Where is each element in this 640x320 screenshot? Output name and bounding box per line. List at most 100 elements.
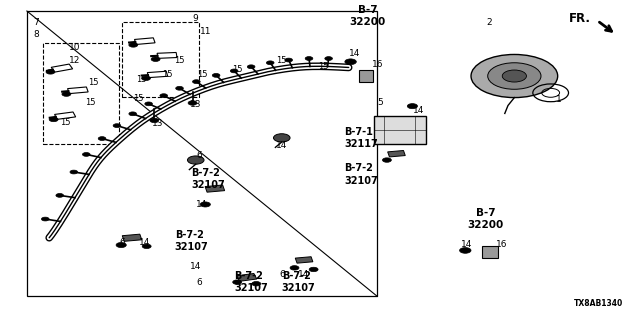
Circle shape <box>200 202 211 207</box>
Bar <box>122 22 199 97</box>
Bar <box>147 71 168 78</box>
Text: B-7-2
32107: B-7-2 32107 <box>344 163 378 186</box>
Circle shape <box>233 280 242 284</box>
Text: 15: 15 <box>232 65 243 74</box>
Circle shape <box>176 86 183 90</box>
Bar <box>68 87 88 94</box>
Text: 15: 15 <box>162 70 172 79</box>
Circle shape <box>309 267 318 272</box>
Circle shape <box>247 65 255 69</box>
Bar <box>27 11 378 296</box>
Text: 13: 13 <box>190 100 202 109</box>
Text: 14: 14 <box>413 107 424 116</box>
Circle shape <box>42 217 49 221</box>
Text: 11: 11 <box>200 27 211 36</box>
Text: 14: 14 <box>461 240 472 249</box>
Text: 15: 15 <box>85 99 96 108</box>
Bar <box>54 112 76 119</box>
Circle shape <box>188 101 197 105</box>
Text: B-7-2
32107: B-7-2 32107 <box>175 230 209 252</box>
Circle shape <box>83 153 90 156</box>
Circle shape <box>98 137 106 140</box>
Text: 6: 6 <box>120 238 125 247</box>
Bar <box>295 257 313 263</box>
Text: FR.: FR. <box>569 12 591 26</box>
Text: 13: 13 <box>152 119 163 128</box>
Text: 1: 1 <box>556 95 562 104</box>
Text: 14: 14 <box>190 262 202 271</box>
Circle shape <box>502 70 527 82</box>
Circle shape <box>70 170 77 174</box>
Bar <box>122 234 142 241</box>
Text: B-7
32200: B-7 32200 <box>468 208 504 230</box>
Bar <box>359 70 373 82</box>
Circle shape <box>113 124 121 128</box>
Circle shape <box>252 282 260 286</box>
Circle shape <box>160 94 168 98</box>
Circle shape <box>305 57 313 60</box>
Bar <box>388 150 405 157</box>
Text: 9: 9 <box>193 14 198 23</box>
Text: B-7-2
32107: B-7-2 32107 <box>234 271 268 293</box>
Circle shape <box>193 80 200 84</box>
Circle shape <box>212 74 220 77</box>
Text: 2: 2 <box>486 18 492 27</box>
Circle shape <box>150 118 159 123</box>
Circle shape <box>56 194 63 197</box>
Bar <box>51 64 73 72</box>
Text: B-7-1
32117: B-7-1 32117 <box>344 127 378 149</box>
Text: 7: 7 <box>33 18 39 27</box>
Text: 12: 12 <box>69 56 81 65</box>
Bar <box>157 52 177 58</box>
Text: 6: 6 <box>279 270 285 279</box>
Text: TX8AB1340: TX8AB1340 <box>573 299 623 308</box>
Text: 15: 15 <box>136 75 147 84</box>
Circle shape <box>488 63 541 89</box>
Bar <box>374 116 426 144</box>
Circle shape <box>151 57 160 61</box>
Circle shape <box>62 92 71 96</box>
Circle shape <box>188 156 204 164</box>
Text: 10: 10 <box>69 43 81 52</box>
Text: 14: 14 <box>349 49 361 58</box>
Circle shape <box>266 61 274 65</box>
Circle shape <box>116 243 126 248</box>
Text: 15: 15 <box>60 117 70 126</box>
Circle shape <box>471 54 557 98</box>
Bar <box>43 43 119 144</box>
Circle shape <box>49 117 58 122</box>
Text: 15: 15 <box>175 56 185 65</box>
Circle shape <box>129 112 136 116</box>
Circle shape <box>290 266 299 270</box>
Text: 6: 6 <box>196 278 202 287</box>
Text: 14: 14 <box>276 141 287 150</box>
Circle shape <box>285 58 292 62</box>
Text: 8: 8 <box>33 30 39 39</box>
Text: 16: 16 <box>372 60 383 69</box>
Text: 14: 14 <box>196 200 208 209</box>
Circle shape <box>273 134 290 142</box>
Circle shape <box>141 76 150 80</box>
Circle shape <box>383 158 392 162</box>
Bar <box>483 246 498 258</box>
Circle shape <box>145 102 152 106</box>
Text: 15: 15 <box>318 62 328 71</box>
Circle shape <box>345 59 356 65</box>
Text: B-7-2
32107: B-7-2 32107 <box>282 271 316 293</box>
Bar <box>134 38 155 44</box>
Text: B-7-2
32107: B-7-2 32107 <box>191 168 225 190</box>
Text: 15: 15 <box>276 56 287 65</box>
Circle shape <box>230 69 238 73</box>
Text: 15: 15 <box>197 70 207 79</box>
Text: 5: 5 <box>378 99 383 108</box>
Text: 14: 14 <box>139 238 150 247</box>
Text: 15: 15 <box>88 78 99 87</box>
Bar <box>237 274 257 281</box>
Circle shape <box>460 248 471 253</box>
Text: 15: 15 <box>133 94 143 103</box>
Text: B-7
32200: B-7 32200 <box>349 4 386 27</box>
Circle shape <box>46 70 55 74</box>
Circle shape <box>129 43 138 47</box>
Bar <box>205 185 225 192</box>
Text: 6: 6 <box>196 151 202 160</box>
